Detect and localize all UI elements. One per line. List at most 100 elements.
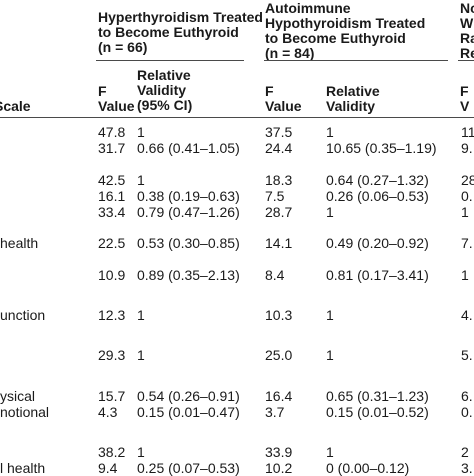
table-cell-g1-rv: 0.38 (0.19–0.63) [137, 188, 240, 204]
table-cell-g1-f: 9.4 [98, 460, 118, 476]
table-cell-g2-f: 10.3 [265, 307, 293, 323]
f-value-header: F Value [98, 84, 135, 114]
row-label: ysical [0, 388, 36, 404]
table-cell-g1-rv: 0.79 (0.47–1.26) [137, 204, 240, 220]
table-cell-g1-rv: 1 [137, 347, 145, 363]
table-cell-g2-f: 10.2 [265, 460, 293, 476]
group-3-subheader-line: V [460, 98, 470, 114]
table-cell-g2-rv: 1 [326, 124, 334, 140]
table-cell-g1-rv: 0.66 (0.41–1.05) [137, 140, 240, 156]
table-cell-g2-f: 25.0 [265, 347, 293, 363]
table-cell-g2-f: 3.7 [265, 404, 285, 420]
table-cell-g3: 3. [461, 460, 473, 476]
scale-header: Scale [0, 98, 31, 114]
relative-validity-header: Relative Validity (95% CI) [137, 68, 192, 113]
table-cell-g3: 0. [461, 404, 473, 420]
group-2-title-line: (n = 84) [265, 45, 315, 61]
table-cell-g2-rv: 1 [326, 347, 334, 363]
table-cell-g1-rv: 1 [137, 444, 145, 460]
table-cell-g2-rv: 1 [326, 444, 334, 460]
group-2-title-line: Autoimmune [265, 0, 351, 16]
table-cell-g1-f: 16.1 [98, 188, 126, 204]
group-3-rule [458, 60, 474, 61]
group-3-title-line: Re [460, 45, 474, 61]
table-cell-g2-rv: 0.26 (0.06–0.53) [326, 188, 429, 204]
table-cell-g1-f: 47.8 [98, 124, 126, 140]
f-value-header: F Value [265, 84, 302, 114]
table-cell-g1-f: 4.3 [98, 404, 118, 420]
table-cell-g2-rv: 1 [326, 307, 334, 323]
table-cell-g2-f: 18.3 [265, 172, 293, 188]
header-bottom-rule [0, 117, 474, 118]
table-cell-g3: 0. [461, 188, 473, 204]
group-1-rule [96, 60, 244, 61]
table-cell-g2-f: 33.9 [265, 444, 293, 460]
table-cell-g1-rv: 0.15 (0.01–0.47) [137, 404, 240, 420]
table-cell-g1-f: 22.5 [98, 235, 126, 251]
table-cell-g2-rv: 1 [326, 204, 334, 220]
table-cell-g3: 28 [461, 172, 474, 188]
table-cell-g1-rv: 0.89 (0.35–2.13) [137, 267, 240, 283]
table-cell-g1-rv: 0.25 (0.07–0.53) [137, 460, 240, 476]
group-3-subheader: F V [460, 84, 469, 114]
table-cell-g2-f: 16.4 [265, 388, 293, 404]
relative-validity-header-line: Validity [326, 98, 376, 114]
group-1-title-line: (n = 66) [98, 39, 148, 55]
table-cell-g2-rv: 0.15 (0.01–0.52) [326, 404, 429, 420]
table-cell-g3: 9. [461, 140, 473, 156]
table-cell-g1-f: 29.3 [98, 347, 126, 363]
group-3-title-line: Wi [460, 15, 474, 31]
table-cell-g3: 7. [461, 235, 473, 251]
row-label: health [0, 235, 39, 251]
group-3-title-line: No [460, 0, 474, 16]
table-cell-g3: 4. [461, 307, 473, 323]
group-2-rule [264, 60, 448, 61]
row-label: notional [0, 404, 50, 420]
table-cell-g1-rv: 1 [137, 172, 145, 188]
group-1-title: Hyperthyroidism Treated to Become Euthyr… [98, 10, 263, 55]
row-label: l health [0, 460, 46, 476]
group-2-title-line: Hypothyroidism Treated [265, 15, 426, 31]
table-cell-g1-f: 38.2 [98, 444, 126, 460]
table-cell-g2-f: 24.4 [265, 140, 293, 156]
table-cell-g2-rv: 0.65 (0.31–1.23) [326, 388, 429, 404]
relative-validity-header-line: (95% CI) [137, 97, 193, 113]
table-cell-g3: 6. [461, 388, 473, 404]
table-cell-g2-rv: 10.65 (0.35–1.19) [326, 140, 437, 156]
table-cell-g2-rv: 0.64 (0.27–1.32) [326, 172, 429, 188]
group-3-title-line: Ra [460, 30, 474, 46]
table-cell-g2-f: 37.5 [265, 124, 293, 140]
table-cell-g1-f: 15.7 [98, 388, 126, 404]
table-cell-g1-rv: 1 [137, 307, 145, 323]
relative-validity-header: Relative Validity [326, 84, 380, 114]
table-cell-g1-rv: 1 [137, 124, 145, 140]
table-cell-g1-f: 12.3 [98, 307, 126, 323]
table-cell-g2-f: 7.5 [265, 188, 285, 204]
relative-validity-header-line: Relative [326, 83, 380, 99]
group-3-subheader-line: F [460, 83, 469, 99]
table-cell-g3: 5. [461, 347, 473, 363]
table-cell-g1-f: 42.5 [98, 172, 126, 188]
group-1-title-line: Hyperthyroidism Treated [98, 9, 263, 25]
table-cell-g2-rv: 0.49 (0.20–0.92) [326, 235, 429, 251]
row-label: unction [0, 307, 46, 323]
f-value-header-line: F [265, 83, 274, 99]
table-cell-g2-rv: 0.81 (0.17–3.41) [326, 267, 429, 283]
table-cell-g3: 1 [461, 267, 469, 283]
table-cell-g2-f: 28.7 [265, 204, 293, 220]
table-cell-g1-rv: 0.53 (0.30–0.85) [137, 235, 240, 251]
group-2-title-line: to Become Euthyroid [265, 30, 406, 46]
table-cell-g1-f: 31.7 [98, 140, 126, 156]
group-2-title: Autoimmune Hypothyroidism Treated to Bec… [265, 1, 425, 61]
f-value-header-line: Value [265, 98, 302, 114]
group-3-title: No Wi Ra Re [460, 1, 474, 61]
relative-validity-header-line: Relative [137, 67, 191, 83]
table-cell-g1-f: 10.9 [98, 267, 126, 283]
f-value-header-line: F [98, 83, 107, 99]
f-value-header-line: Value [98, 98, 135, 114]
table-cell-g2-rv: 0 (0.00–0.12) [326, 460, 410, 476]
table-cell-g1-rv: 0.54 (0.26–0.91) [137, 388, 240, 404]
table-cell-g2-f: 8.4 [265, 267, 285, 283]
group-1-title-line: to Become Euthyroid [98, 24, 239, 40]
table-cell-g3: 2 [461, 444, 469, 460]
